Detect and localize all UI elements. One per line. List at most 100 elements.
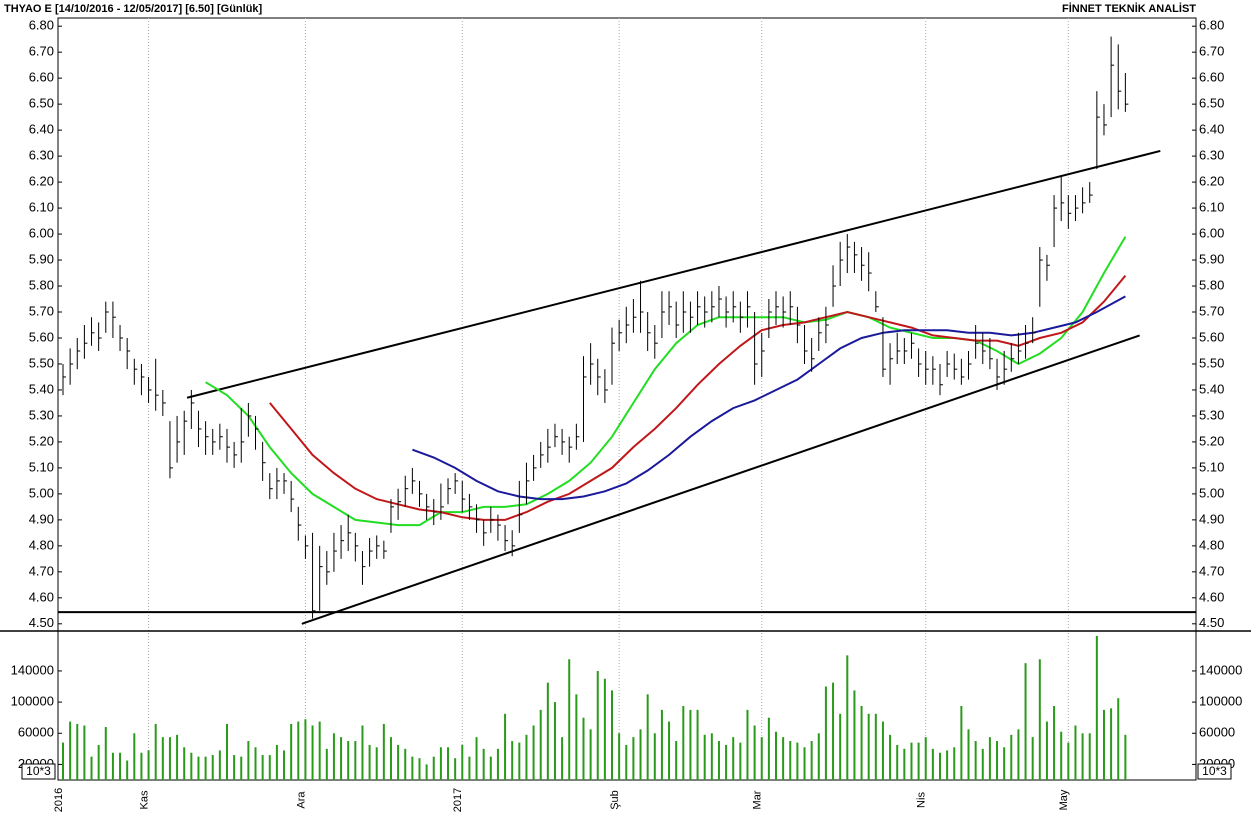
- volume-bar: [204, 756, 207, 780]
- y-tick-label-right: 6.30: [1199, 148, 1224, 163]
- volume-bar: [1067, 742, 1070, 780]
- x-tick-label: Ara: [295, 791, 307, 809]
- y-tick-label-right: 5.40: [1199, 381, 1224, 396]
- volume-bar: [1045, 721, 1048, 780]
- x-tick-label: Nis: [916, 792, 928, 808]
- volume-bar: [903, 748, 906, 780]
- volume-bar: [518, 742, 521, 780]
- volume-bar: [832, 682, 835, 780]
- y-tick-label: 4.50: [29, 615, 54, 630]
- chart-title: THYAO E [14/10/2016 - 12/05/2017] [6.50]…: [4, 3, 263, 15]
- volume-bar: [568, 659, 571, 780]
- volume-bar: [639, 729, 642, 780]
- volume-bar: [197, 756, 200, 780]
- volume-bar: [881, 721, 884, 780]
- volume-bar: [275, 744, 278, 780]
- volume-bar: [418, 758, 421, 780]
- volume-bar: [97, 744, 100, 780]
- volume-bar: [375, 747, 378, 780]
- volume-bar: [953, 747, 956, 780]
- volume-bar: [211, 755, 214, 780]
- volume-bar: [803, 747, 806, 780]
- volume-bar: [789, 741, 792, 780]
- volume-bar: [946, 750, 949, 780]
- volume-bar: [546, 682, 549, 780]
- volume-bar: [824, 686, 827, 780]
- volume-bar: [240, 756, 243, 780]
- y-tick-label: 60000: [18, 725, 54, 740]
- trend-line: [301, 334, 1140, 625]
- volume-bar: [775, 731, 777, 780]
- volume-bar: [739, 742, 742, 780]
- volume-bar: [917, 742, 920, 780]
- y-tick-label: 6.20: [29, 174, 54, 189]
- volume-bar: [489, 756, 492, 780]
- volume-bar: [325, 748, 328, 780]
- y-tick-label: 6.50: [29, 96, 54, 111]
- volume-bar: [90, 756, 93, 780]
- unit-label-left-box: [21, 763, 56, 780]
- volume-bar: [525, 734, 528, 780]
- y-tick-label-right: 4.90: [1199, 511, 1224, 526]
- y-tick-label-right: 6.60: [1199, 70, 1224, 85]
- volume-bar: [432, 756, 435, 780]
- volume-bar: [867, 713, 870, 780]
- volume-bar: [532, 725, 535, 780]
- y-tick-label: 6.70: [29, 44, 54, 59]
- unit-label-right-box: [1197, 763, 1232, 780]
- volume-bar: [425, 764, 428, 780]
- volume-bar: [1053, 706, 1056, 780]
- volume-bar: [318, 721, 321, 780]
- volume-bar: [996, 741, 999, 780]
- volume-bar: [225, 723, 228, 780]
- x-tick-label: Mar: [752, 790, 764, 809]
- y-tick-label-right: 5.80: [1199, 277, 1224, 292]
- y-tick-label: 5.20: [29, 433, 54, 448]
- y-tick-label: 6.30: [29, 148, 54, 163]
- y-tick-label: 5.00: [29, 485, 54, 500]
- volume-bar: [140, 752, 143, 780]
- volume-bar: [746, 709, 749, 780]
- y-tick-label-right: 4.70: [1199, 563, 1224, 578]
- volume-bar: [646, 694, 649, 780]
- volume-bar: [311, 725, 314, 780]
- y-tick-label: 6.00: [29, 225, 54, 240]
- y-tick-label-right: 6.50: [1199, 96, 1224, 111]
- volume-bar: [1010, 734, 1013, 780]
- y-tick-label-right: 5.30: [1199, 407, 1224, 422]
- volume-bar: [482, 748, 485, 780]
- y-tick-label: 5.70: [29, 303, 54, 318]
- volume-bar: [332, 733, 335, 780]
- y-tick-label-right: 6.20: [1199, 174, 1224, 189]
- volume-bar: [439, 747, 442, 780]
- volume-bar: [981, 748, 984, 780]
- volume-bar: [1060, 731, 1063, 780]
- volume-bar: [717, 741, 720, 780]
- x-tick-label: Şub: [609, 790, 621, 810]
- volume-bar: [839, 713, 842, 780]
- volume-bar: [967, 729, 970, 780]
- volume-bar: [675, 741, 678, 780]
- volume-bar: [874, 713, 877, 780]
- y-tick-label-right: 5.60: [1199, 329, 1224, 344]
- volume-bar: [147, 750, 150, 780]
- x-tick-label: Kas: [138, 790, 150, 809]
- volume-bar: [397, 744, 400, 780]
- volume-bar: [1117, 698, 1120, 780]
- volume-bar: [76, 723, 79, 780]
- volume-bar: [632, 737, 635, 780]
- volume-bar: [938, 752, 941, 780]
- volume-bar: [1110, 708, 1113, 780]
- volume-bar: [83, 725, 86, 780]
- volume-bar: [596, 670, 599, 780]
- y-tick-label: 140000: [11, 662, 54, 677]
- volume-bar: [218, 750, 221, 780]
- volume-bar: [183, 747, 186, 780]
- volume-bar: [625, 744, 628, 780]
- volume-bar: [668, 721, 671, 780]
- volume-bar: [760, 737, 763, 780]
- y-tick-label-right: 6.80: [1199, 18, 1224, 33]
- y-tick-label-right: 6.40: [1199, 122, 1224, 137]
